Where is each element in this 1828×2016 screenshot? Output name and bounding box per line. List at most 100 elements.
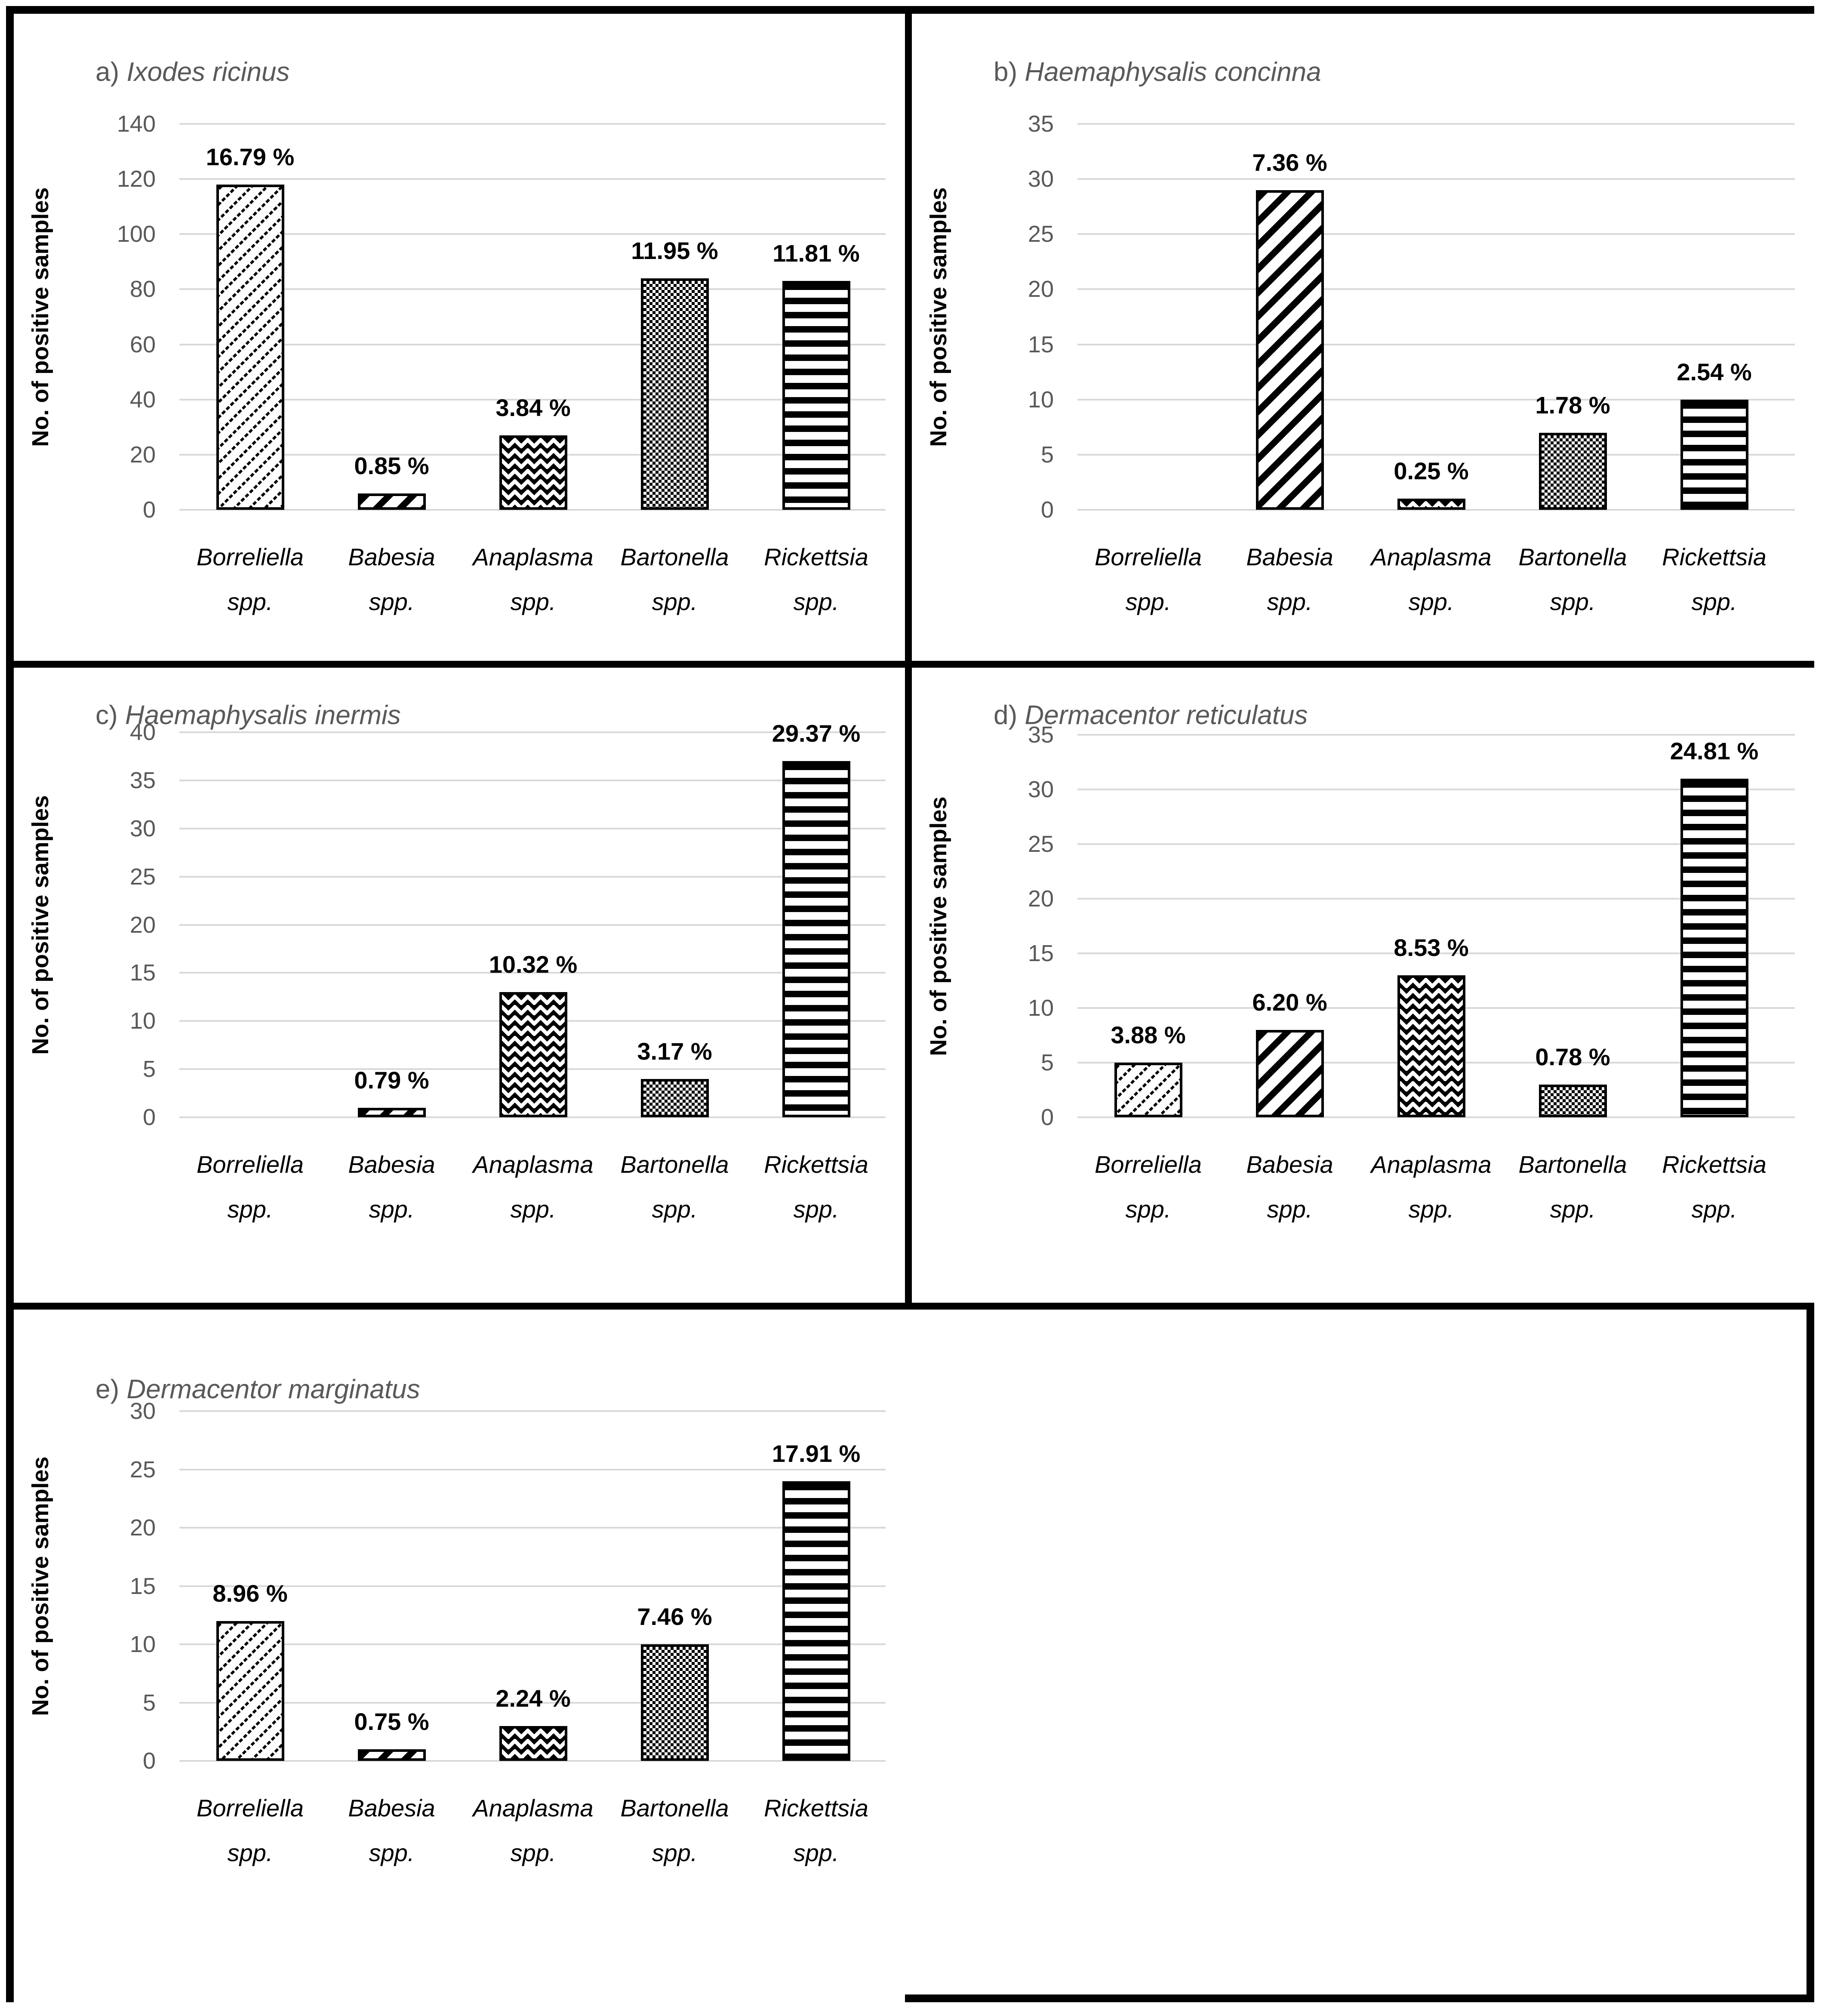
y-tick-label: 25	[129, 1456, 156, 1483]
chart-title-species: Haemaphysalis concinna	[1025, 57, 1321, 87]
chart-title-prefix: c)	[95, 700, 118, 730]
category-label-rickettsia: Rickettsia spp.	[715, 535, 917, 624]
y-tick-label: 40	[129, 719, 156, 745]
category-genus: Borreliella	[197, 1794, 304, 1822]
data-label-anaplasma: 10.32 %	[489, 951, 578, 978]
y-tick-label: 140	[117, 111, 156, 137]
gridline	[1077, 734, 1795, 736]
chart-title: a) Ixodes ricinus	[95, 57, 289, 87]
category-label-babesia: Babesia spp.	[1189, 1142, 1391, 1232]
y-tick-label: 0	[1040, 1104, 1054, 1130]
y-tick-label: 0	[142, 497, 156, 523]
gridline	[179, 972, 886, 974]
bar-anaplasma	[499, 992, 567, 1117]
data-label-rickettsia: 17.91 %	[772, 1440, 861, 1467]
y-tick-label: 15	[1028, 940, 1054, 966]
bar-bartonella	[640, 1644, 709, 1761]
category-suffix: spp.	[793, 1196, 839, 1223]
chart-title: d) Dermacentor reticulatus	[994, 700, 1308, 731]
bar-bartonella	[1539, 1084, 1607, 1117]
gridline	[1077, 233, 1795, 235]
y-tick-label: 5	[1040, 1050, 1054, 1076]
panel-divider-horizontal-bottom	[14, 1303, 1814, 1310]
data-label-anaplasma: 3.84 %	[495, 394, 571, 421]
gridline	[1077, 123, 1795, 125]
gridline	[179, 924, 886, 926]
data-label-anaplasma: 8.53 %	[1394, 934, 1469, 961]
data-label-babesia: 0.85 %	[354, 452, 429, 479]
chart-panel-e: e) Dermacentor marginatus No. of positive…	[14, 1310, 905, 2011]
gridline	[179, 1643, 886, 1645]
category-genus: Borreliella	[197, 1151, 304, 1178]
category-suffix: spp.	[369, 1196, 415, 1223]
category-genus: Rickettsia	[764, 1794, 868, 1822]
data-label-borreliella: 16.79 %	[206, 143, 295, 170]
gridline	[1077, 789, 1795, 790]
category-genus: Rickettsia	[764, 1151, 868, 1178]
category-genus: Babesia	[1246, 1151, 1333, 1178]
category-suffix: spp.	[1408, 588, 1454, 615]
category-genus: Borreliella	[197, 543, 304, 570]
bar-babesia	[357, 1107, 426, 1117]
category-genus: Bartonella	[620, 543, 729, 570]
gridline	[1077, 343, 1795, 345]
category-suffix: spp.	[1267, 588, 1313, 615]
data-label-anaplasma: 2.24 %	[495, 1684, 571, 1712]
data-label-babesia: 0.79 %	[354, 1066, 429, 1094]
bar-borreliella	[216, 1621, 284, 1761]
category-genus: Anaplasma	[473, 1151, 594, 1178]
category-label-bartonella: Bartonella spp.	[574, 535, 776, 624]
category-suffix: spp.	[227, 1196, 273, 1223]
bar-rickettsia	[782, 761, 850, 1117]
category-genus: Anaplasma	[1371, 543, 1492, 570]
gridline	[1077, 398, 1795, 401]
data-label-rickettsia: 24.81 %	[1670, 737, 1759, 764]
category-suffix: spp.	[652, 1839, 698, 1866]
category-genus: Anaplasma	[1371, 1151, 1492, 1178]
category-suffix: spp.	[369, 588, 415, 615]
y-tick-label: 25	[1028, 221, 1054, 247]
bar-rickettsia	[1680, 399, 1748, 510]
category-suffix: spp.	[1125, 588, 1171, 615]
gridline	[1077, 288, 1795, 290]
data-label-bartonella: 0.78 %	[1535, 1043, 1610, 1070]
data-label-babesia: 6.20 %	[1252, 988, 1327, 1016]
category-label-rickettsia: Rickettsia spp.	[1613, 535, 1816, 624]
gridline	[179, 731, 886, 733]
category-genus: Anaplasma	[473, 543, 594, 570]
category-suffix: spp.	[227, 1839, 273, 1866]
chart-panel-d: d) Dermacentor reticulatus No. of positiv…	[912, 668, 1814, 1303]
chart-panel-c: c) Haemaphysalis inermis No. of positive …	[14, 668, 905, 1303]
category-label-babesia: Babesia spp.	[291, 1786, 493, 1875]
gridline	[179, 1585, 886, 1587]
y-tick-label: 35	[1028, 722, 1054, 748]
bar-babesia	[1256, 190, 1324, 510]
category-genus: Babesia	[348, 1151, 435, 1178]
gridline	[179, 343, 886, 345]
y-tick-label: 20	[129, 912, 156, 938]
category-label-anaplasma: Anaplasma spp.	[432, 1142, 634, 1232]
y-tick-label: 30	[1028, 166, 1054, 192]
y-tick-label: 10	[1028, 386, 1054, 413]
category-label-borreliella: Borreliella spp.	[149, 1142, 351, 1232]
data-label-borreliella: 3.88 %	[1111, 1021, 1186, 1048]
bar-babesia	[357, 493, 426, 510]
category-genus: Borreliella	[1095, 1151, 1202, 1178]
bar-borreliella	[216, 184, 284, 510]
category-genus: Bartonella	[1518, 1151, 1627, 1178]
category-label-babesia: Babesia spp.	[291, 1142, 493, 1232]
y-tick-label: 25	[129, 863, 156, 890]
gridline	[179, 779, 886, 781]
gridline	[179, 178, 886, 180]
gridline	[179, 1527, 886, 1529]
category-suffix: spp.	[793, 1839, 839, 1866]
gridline	[1077, 453, 1795, 456]
y-tick-label: 15	[129, 960, 156, 986]
category-genus: Babesia	[1246, 543, 1333, 570]
category-label-borreliella: Borreliella spp.	[149, 1786, 351, 1875]
bar-anaplasma	[1397, 499, 1465, 510]
data-label-bartonella: 7.46 %	[637, 1603, 712, 1630]
y-tick-label: 0	[1040, 497, 1054, 523]
category-suffix: spp.	[652, 588, 698, 615]
gridline	[179, 1116, 886, 1118]
